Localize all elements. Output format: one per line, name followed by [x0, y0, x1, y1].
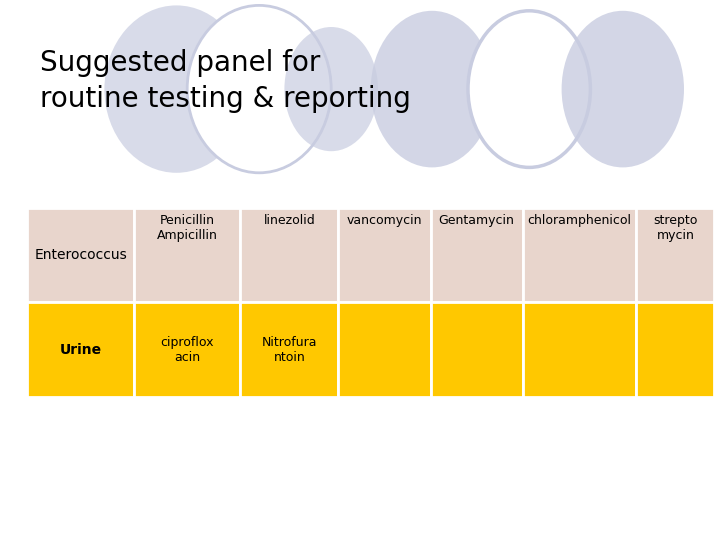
FancyBboxPatch shape	[134, 302, 240, 397]
Ellipse shape	[562, 11, 684, 167]
Ellipse shape	[284, 27, 378, 151]
FancyBboxPatch shape	[431, 208, 523, 302]
Text: Enterococcus: Enterococcus	[35, 248, 127, 262]
Text: chloramphenicol: chloramphenicol	[528, 214, 631, 227]
Text: Nitrofura
ntoin: Nitrofura ntoin	[261, 336, 318, 363]
FancyBboxPatch shape	[134, 208, 240, 302]
FancyBboxPatch shape	[636, 208, 714, 302]
FancyBboxPatch shape	[523, 302, 636, 397]
FancyBboxPatch shape	[27, 208, 134, 302]
Ellipse shape	[104, 5, 248, 173]
FancyBboxPatch shape	[240, 208, 338, 302]
Text: Gentamycin: Gentamycin	[438, 214, 515, 227]
Text: vancomycin: vancomycin	[347, 214, 422, 227]
FancyBboxPatch shape	[338, 208, 431, 302]
Text: Penicillin
Ampicillin: Penicillin Ampicillin	[157, 214, 217, 242]
FancyBboxPatch shape	[27, 302, 134, 397]
Text: Urine: Urine	[60, 343, 102, 356]
FancyBboxPatch shape	[523, 208, 636, 302]
FancyBboxPatch shape	[431, 302, 523, 397]
Ellipse shape	[187, 5, 331, 173]
Text: linezolid: linezolid	[264, 214, 315, 227]
Ellipse shape	[468, 11, 590, 167]
FancyBboxPatch shape	[338, 302, 431, 397]
FancyBboxPatch shape	[636, 302, 714, 397]
Text: ciproflox
acin: ciproflox acin	[161, 336, 214, 363]
Ellipse shape	[371, 11, 493, 167]
Text: Suggested panel for
routine testing & reporting: Suggested panel for routine testing & re…	[40, 49, 410, 113]
FancyBboxPatch shape	[240, 302, 338, 397]
Text: strepto
mycin: strepto mycin	[653, 214, 698, 242]
